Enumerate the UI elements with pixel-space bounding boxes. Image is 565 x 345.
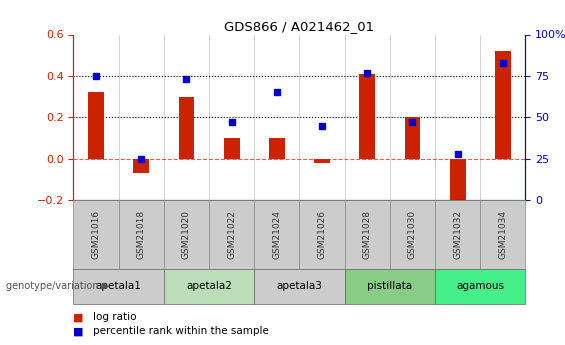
Text: apetala1: apetala1 [95,282,142,291]
Bar [495,51,511,159]
Text: apetala2: apetala2 [186,282,232,291]
Text: GSM21024: GSM21024 [272,210,281,259]
Text: ■: ■ [73,326,84,336]
Bar [314,159,330,163]
Text: ■: ■ [73,313,84,322]
Bar [88,92,104,159]
Text: pistillata: pistillata [367,282,412,291]
Text: GSM21034: GSM21034 [498,210,507,259]
Text: GSM21022: GSM21022 [227,210,236,259]
Text: GSM21032: GSM21032 [453,210,462,259]
Text: GSM21028: GSM21028 [363,210,372,259]
Text: apetala3: apetala3 [276,282,323,291]
Bar [359,74,375,159]
Title: GDS866 / A021462_01: GDS866 / A021462_01 [224,20,375,33]
Text: GSM21016: GSM21016 [92,210,101,259]
Bar [224,138,240,159]
Text: percentile rank within the sample: percentile rank within the sample [93,326,269,336]
Text: log ratio: log ratio [93,313,137,322]
Bar [450,159,466,206]
Text: GSM21020: GSM21020 [182,210,191,259]
Bar [269,138,285,159]
Bar [179,97,194,159]
Text: GSM21026: GSM21026 [318,210,327,259]
Text: genotype/variation ▶: genotype/variation ▶ [6,282,109,291]
Text: GSM21018: GSM21018 [137,210,146,259]
Text: GSM21030: GSM21030 [408,210,417,259]
Text: agamous: agamous [457,282,504,291]
Bar [133,159,149,173]
Bar [405,117,420,159]
